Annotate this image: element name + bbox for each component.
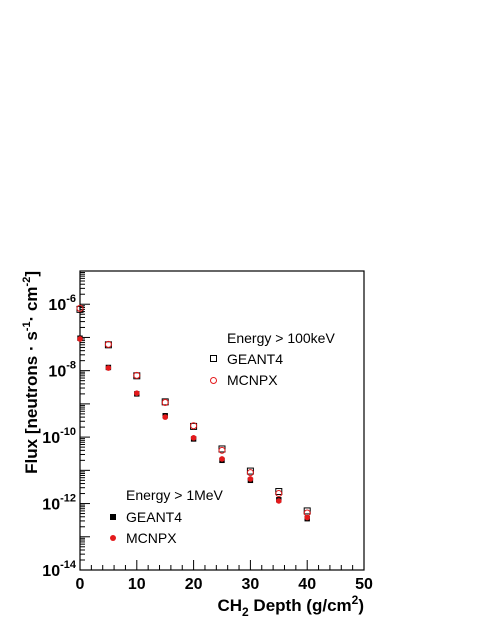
x-tick-label: 0	[76, 576, 85, 593]
x-axis-title: CH2 Depth (g/cm2)	[217, 593, 364, 619]
y-tick-base: 10	[42, 563, 60, 580]
y-axis-title-pre: Flux [neutrons · s	[22, 331, 41, 474]
y-tick-base: 10	[48, 364, 66, 381]
x-tick-label: 20	[185, 576, 203, 593]
point-mcnpx-filled-circle	[105, 365, 112, 371]
point-mcnpx-open-circle	[218, 446, 226, 454]
y-tick-label: 10-10	[42, 426, 76, 447]
legend-100kev: Energy > 100keV GEANT4 MCNPX	[210, 330, 335, 388]
point-mcnpx-filled-circle	[162, 414, 168, 420]
y-tick-exponent: -8	[66, 360, 76, 372]
point-mcnpx-open-circle	[246, 469, 254, 477]
x-axis-title-sub: 2	[242, 605, 249, 619]
legend-mcnpx-filled-circle	[110, 535, 116, 541]
y-tick-label: 10-14	[42, 559, 77, 580]
x-axis-title-pre: CH	[217, 596, 242, 615]
y-axis-title-sup2: -2	[21, 277, 33, 287]
point-geant4-open-square	[275, 488, 283, 496]
plot-frame	[79, 270, 365, 571]
y-tick-base: 10	[42, 497, 60, 514]
legend-geant4-open-square	[210, 355, 217, 362]
legend-mcnpx-label-1mev: MCNPX	[126, 530, 177, 546]
legend-1mev-heading: Energy > 1MeV	[126, 487, 224, 503]
point-mcnpx-filled-circle	[190, 435, 197, 441]
point-mcnpx-open-circle	[190, 422, 198, 430]
legend-geant4-filled-square	[110, 514, 116, 520]
y-axis-title-post: ]	[22, 271, 41, 277]
y-tick-exponent: -14	[60, 559, 77, 571]
point-mcnpx-filled-circle	[247, 476, 254, 482]
y-tick-label: 10-12	[42, 493, 76, 514]
y-tick-exponent: -10	[60, 426, 76, 438]
x-axis-title-mid: Depth (g/cm	[249, 596, 352, 615]
point-mcnpx-filled-circle	[219, 456, 225, 462]
point-mcnpx-filled-circle	[77, 336, 83, 342]
legend-geant4-label: GEANT4	[227, 351, 283, 367]
y-tick-exponent: -6	[66, 293, 76, 305]
data-points	[76, 304, 311, 522]
point-mcnpx-filled-circle	[134, 390, 140, 396]
point-mcnpx-open-circle	[104, 340, 112, 348]
point-mcnpx-filled-circle	[276, 498, 282, 504]
y-tick-base: 10	[48, 297, 66, 314]
x-axis-ticks: 0 10 20 30 40 50	[76, 560, 373, 593]
point-mcnpx-open-circle	[275, 490, 283, 498]
x-tick-label: 40	[298, 576, 316, 593]
point-mcnpx-open-circle	[133, 371, 141, 379]
legend-mcnpx-open-circle	[210, 377, 217, 384]
x-tick-label: 30	[242, 576, 260, 593]
x-axis-title-sup: 2	[352, 593, 359, 607]
y-axis-title-mid: · cm	[22, 286, 41, 321]
y-axis-title-sup1: -1	[21, 321, 33, 331]
x-tick-label: 10	[128, 576, 146, 593]
y-tick-base: 10	[42, 430, 60, 447]
y-tick-label: 10-8	[48, 360, 76, 381]
y-tick-label: 10-6	[48, 293, 76, 314]
point-mcnpx-open-circle	[161, 399, 169, 407]
point-geant4-open-square	[303, 507, 311, 515]
point-mcnpx-filled-circle	[304, 514, 311, 521]
y-tick-exponent: -12	[60, 493, 76, 505]
x-axis-title-post: )	[358, 596, 364, 615]
x-tick-label: 50	[355, 576, 373, 593]
point-mcnpx-open-circle	[76, 304, 84, 312]
y-axis-title: Flux [neutrons · s-1· cm-2]	[21, 271, 41, 474]
legend-100kev-heading: Energy > 100keV	[227, 330, 335, 346]
legend-mcnpx-label: MCNPX	[227, 372, 278, 388]
legend-geant4-label-1mev: GEANT4	[126, 509, 182, 525]
legend-1mev: Energy > 1MeV GEANT4 MCNPX	[110, 487, 224, 546]
